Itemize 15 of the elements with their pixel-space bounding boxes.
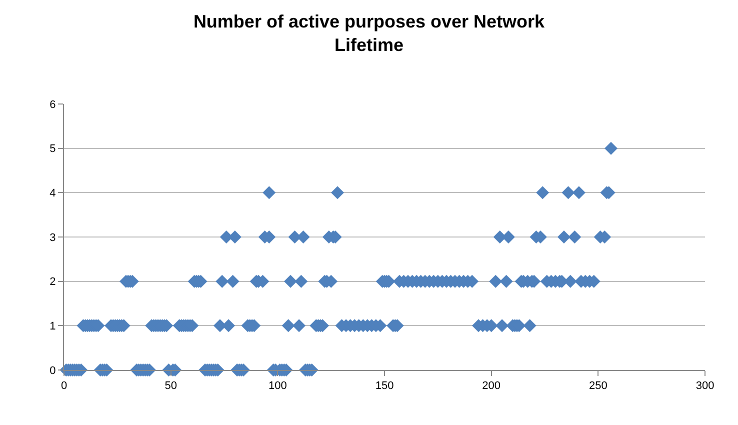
chart-title: Number of active purposes over Network Lifetime (193, 12, 546, 56)
x-tick-label: 100 (268, 380, 287, 392)
x-tick-label: 50 (164, 380, 177, 392)
y-tick-label: 1 (50, 320, 56, 333)
y-tick-label: 0 (50, 364, 56, 377)
x-tick-label: 0 (60, 380, 68, 392)
x-tick-label: 200 (482, 380, 501, 392)
y-tick-label: 5 (50, 143, 56, 156)
y-tick-label: 2 (50, 276, 56, 288)
x-tick-label: 150 (375, 380, 394, 392)
y-tick-label: 3 (50, 232, 56, 244)
y-tick-label: 6 (50, 98, 56, 111)
x-tick-label: 300 (696, 380, 714, 392)
x-tick-label: 250 (588, 380, 608, 392)
y-tick-label: 4 (50, 188, 56, 200)
